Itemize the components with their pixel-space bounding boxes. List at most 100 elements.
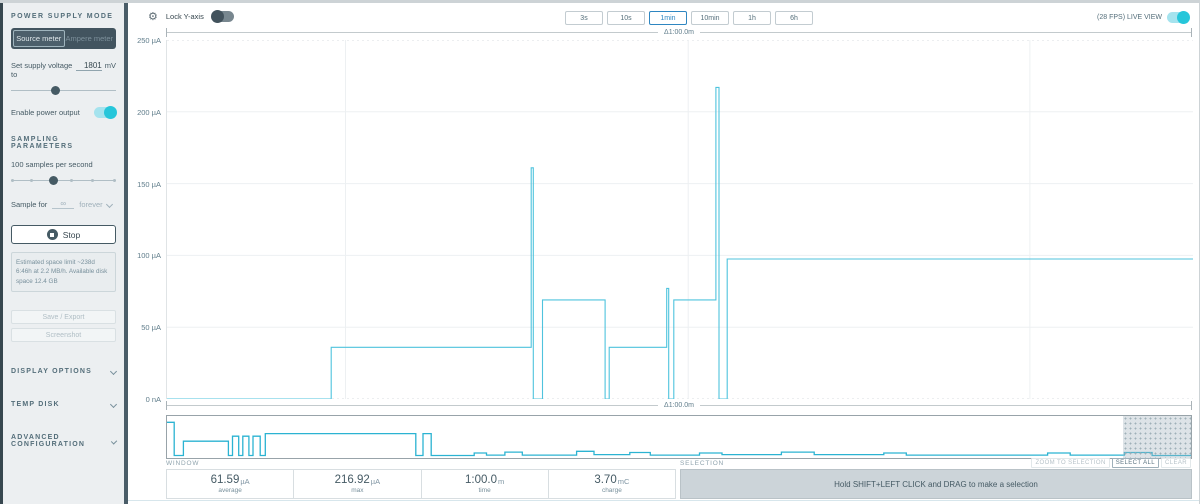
range-button-3s[interactable]: 3s xyxy=(565,11,603,25)
minimap-waveform-svg xyxy=(167,421,1191,457)
stop-button[interactable]: Stop xyxy=(11,225,116,244)
stat-time-label: time xyxy=(478,487,491,495)
ruler-line xyxy=(699,405,1191,406)
slider-knob[interactable] xyxy=(48,176,58,185)
selection-buttons: ZOOM TO SELECTION SELECT ALL CLEAR xyxy=(1031,458,1191,468)
lock-y-axis-toggle[interactable] xyxy=(210,10,234,23)
supply-voltage-row: Set supply voltage to 1801 mV xyxy=(11,61,116,79)
window-delta-ruler-bottom: Δ1:00.0m xyxy=(166,401,1192,410)
temp-disk-label: TEMP DISK xyxy=(11,401,60,409)
sidebar: POWER SUPPLY MODE Source meter Ampere me… xyxy=(0,3,128,504)
window-stats-table: 61.59µA average 216.92µA max 1:00.0m tim… xyxy=(166,469,676,499)
live-view-toggle[interactable] xyxy=(1167,11,1190,24)
window-delta-label: Δ1:00.0m xyxy=(664,402,694,409)
advanced-configuration-section[interactable]: ADVANCED CONFIGURATION xyxy=(11,434,118,449)
sample-for-label: Sample for xyxy=(11,199,48,209)
zoom-to-selection-button[interactable]: ZOOM TO SELECTION xyxy=(1031,458,1110,468)
enable-power-row: Enable power output xyxy=(11,106,117,119)
range-button-1h[interactable]: 1h xyxy=(733,11,771,25)
window-stats-label: WINDOW xyxy=(166,460,200,467)
live-view-label: (28 FPS) LIVE VIEW xyxy=(1097,14,1162,21)
sidebar-content: POWER SUPPLY MODE Source meter Ampere me… xyxy=(3,3,124,504)
source-meter-button[interactable]: Source meter xyxy=(13,30,65,47)
temp-disk-section[interactable]: TEMP DISK xyxy=(11,401,118,409)
y-axis-tick-label: 50 µA xyxy=(141,323,161,333)
sidebar-divider-bar xyxy=(124,3,128,504)
enable-power-toggle[interactable] xyxy=(94,106,117,119)
slider-tick xyxy=(11,179,14,182)
selection-hint-box: Hold SHIFT+LEFT CLICK and DRAG to make a… xyxy=(680,469,1192,499)
stop-button-label: Stop xyxy=(62,229,81,240)
slider-track xyxy=(11,180,116,181)
minimap-view-region[interactable] xyxy=(1123,416,1191,458)
sample-for-input[interactable]: ∞ xyxy=(52,199,75,209)
enable-power-label: Enable power output xyxy=(11,108,80,117)
y-axis-tick-label: 250 µA xyxy=(137,36,161,45)
ampere-meter-button[interactable]: Ampere meter xyxy=(65,34,114,43)
ruler-line xyxy=(699,32,1191,33)
disk-space-info: Estimated space limit ~238d 6:46h at 2.2… xyxy=(11,252,116,293)
slider-tick xyxy=(112,179,116,182)
stat-max: 216.92µA max xyxy=(294,470,422,498)
stat-average-unit: µA xyxy=(240,476,250,486)
y-axis-tick-label: 200 µA xyxy=(137,107,161,117)
stop-icon xyxy=(46,229,58,240)
current-waveform-svg xyxy=(167,40,1193,399)
ruler-line xyxy=(167,405,659,406)
range-button-10min[interactable]: 10min xyxy=(691,11,729,25)
chevron-down-icon xyxy=(109,368,118,376)
stat-average: 61.59µA average xyxy=(167,470,295,498)
toggle-knob xyxy=(104,106,117,119)
main-chart[interactable] xyxy=(166,40,1193,399)
recording-minimap[interactable] xyxy=(166,415,1192,459)
supply-voltage-input[interactable]: 1801 xyxy=(75,61,102,71)
slider-tick xyxy=(29,179,33,182)
bottom-divider xyxy=(128,500,1199,501)
power-supply-mode-header: POWER SUPPLY MODE xyxy=(11,13,114,20)
stat-charge-value: 3.70 xyxy=(594,473,617,486)
select-all-button[interactable]: SELECT ALL xyxy=(1111,458,1159,468)
save-export-button[interactable]: Save / Export xyxy=(11,310,116,325)
stat-max-label: max xyxy=(351,487,364,495)
ruler-line xyxy=(167,32,659,33)
advanced-configuration-label: ADVANCED CONFIGURATION xyxy=(11,434,86,449)
time-range-buttons: 3s 10s 1min 10min 1h 6h xyxy=(565,11,813,25)
supply-voltage-slider[interactable] xyxy=(11,86,116,95)
supply-voltage-unit: mV xyxy=(104,61,116,70)
lock-y-axis-label: Lock Y-axis xyxy=(165,12,204,21)
y-axis-tick-label: 0 nA xyxy=(145,395,161,404)
chart-panel: ⚙ Lock Y-axis 3s 10s 1min 10min 1h 6h (2… xyxy=(128,3,1199,504)
stat-average-label: average xyxy=(218,487,242,495)
sample-rate-slider[interactable] xyxy=(11,176,116,185)
window-delta-ruler-top: Δ1:00.0m xyxy=(166,28,1192,37)
left-edge-bar xyxy=(0,3,3,504)
stat-charge-label: charge xyxy=(601,487,622,495)
stat-max-unit: µA xyxy=(370,476,381,486)
display-options-label: DISPLAY OPTIONS xyxy=(11,368,93,376)
slider-tick xyxy=(90,179,94,182)
range-button-10s[interactable]: 10s xyxy=(607,11,645,25)
gear-icon[interactable]: ⚙ xyxy=(148,10,158,23)
stat-time: 1:00.0m time xyxy=(422,470,549,498)
toggle-knob xyxy=(1177,11,1190,24)
screenshot-button[interactable]: Screenshot xyxy=(11,328,116,343)
y-axis-tick-label: 150 µA xyxy=(137,179,161,189)
chart-toolbar-left: ⚙ Lock Y-axis xyxy=(148,10,234,23)
sampling-parameters-header: SAMPLING PARAMETERS xyxy=(11,136,74,150)
slider-track xyxy=(11,90,116,91)
clear-selection-button[interactable]: CLEAR xyxy=(1160,458,1191,468)
toggle-knob xyxy=(210,10,224,23)
stat-time-value: 1:00.0 xyxy=(465,473,497,486)
range-button-1min[interactable]: 1min xyxy=(649,11,687,25)
slider-knob[interactable] xyxy=(50,86,60,95)
display-options-section[interactable]: DISPLAY OPTIONS xyxy=(11,368,118,376)
selection-stats-label: SELECTION xyxy=(680,460,725,467)
sample-for-unit-select[interactable]: forever xyxy=(79,199,103,209)
supply-voltage-label: Set supply voltage to xyxy=(11,61,73,79)
window-delta-label: Δ1:00.0m xyxy=(664,29,694,36)
stat-time-unit: m xyxy=(497,476,505,486)
range-button-6h[interactable]: 6h xyxy=(775,11,813,25)
chevron-down-icon xyxy=(109,401,118,409)
live-view-control: (28 FPS) LIVE VIEW xyxy=(1097,11,1190,24)
